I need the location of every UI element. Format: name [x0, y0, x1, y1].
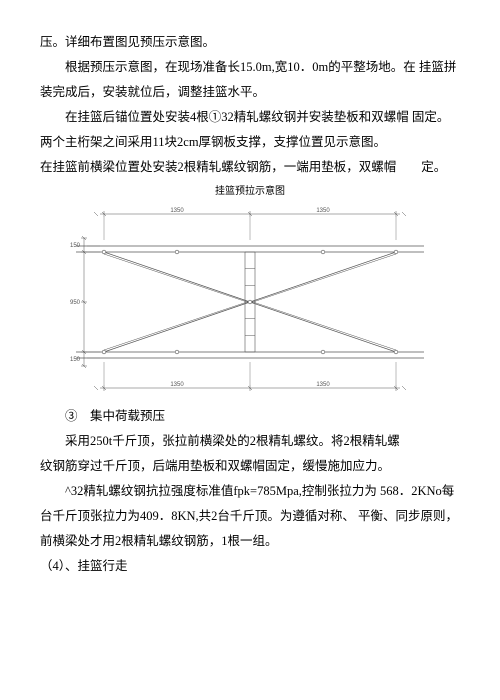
preload-diagram: 1350 1350 150 950 150 1350 1350 [60, 200, 440, 400]
diagram-container: 1350 1350 150 950 150 1350 1350 [40, 200, 460, 400]
paragraph-3b: 在挂篮前横梁位置处安装2根精轧螺纹钢筋，一端用垫板，双螺帽 定。 [40, 155, 460, 180]
paragraph-1: 压。详细布置图见预压示意图。 [40, 30, 460, 55]
svg-text:1350: 1350 [170, 208, 184, 214]
paragraph-5: 采用250t千斤顶，张拉前横梁处的2根精轧螺纹。将2根精轧螺 [40, 429, 460, 454]
paragraph-3a: 在挂篮后锚位置处安装4根①32精轧螺纹钢并安装垫板和双螺帽 固定。两个主桁架之间… [40, 105, 460, 155]
paragraph-8: （4）、挂篮行走 [40, 554, 460, 579]
section-label-3: ③ 集中荷载预压 [40, 404, 460, 429]
svg-text:950: 950 [70, 300, 81, 306]
svg-text:1350: 1350 [316, 208, 330, 214]
svg-text:1350: 1350 [316, 382, 330, 388]
diagram-caption: 挂篮预拉示意图 [40, 186, 460, 198]
svg-text:150: 150 [70, 357, 81, 363]
svg-text:1350: 1350 [170, 382, 184, 388]
svg-text:150: 150 [70, 243, 81, 249]
section-label-3-text: ③ 集中荷载预压 [65, 409, 165, 423]
paragraph-2: 根据预压示意图，在现场准备长15.0m,宽10．0m的平整场地。在 挂篮拼装完成… [40, 55, 460, 105]
paragraph-7: ^32精轧螺纹钢抗拉强度标准值fpk=785Mpa,控制张拉力为 568．2KN… [40, 479, 460, 554]
paragraph-6: 纹钢筋穿过千斤顶，后端用垫板和双螺帽固定，缓慢施加应力。 [40, 454, 460, 479]
